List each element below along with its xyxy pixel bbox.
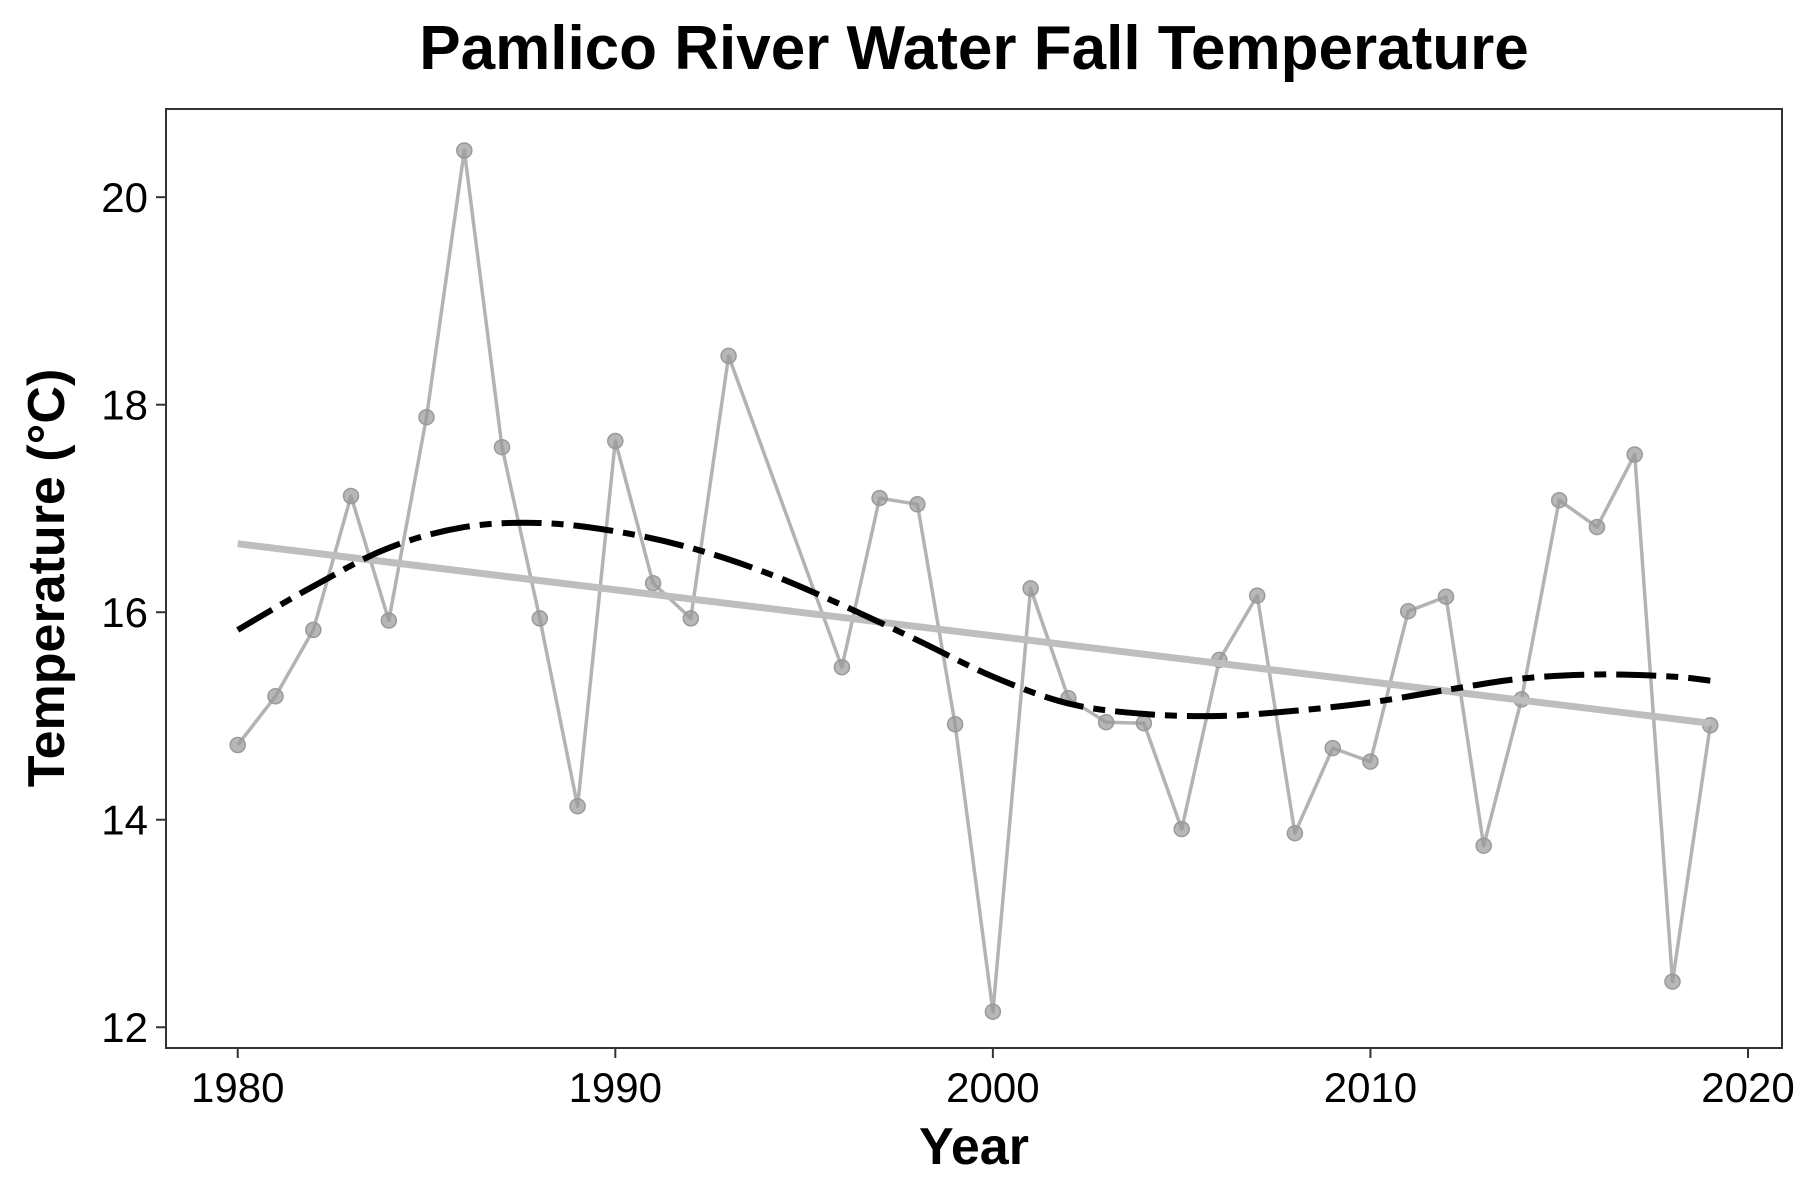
observed-point [1550, 491, 1568, 509]
observed-point [569, 797, 586, 815]
observed-point [418, 408, 435, 426]
observed-point [456, 142, 473, 159]
y-tick-label: 14 [101, 797, 148, 844]
observed-point [1248, 587, 1266, 604]
y-axis: 12 14 16 18 20 [101, 174, 166, 1051]
observed-point [1475, 837, 1492, 854]
observed-point [1437, 588, 1455, 605]
observed-point [644, 574, 662, 592]
y-tick-label: 20 [101, 174, 148, 221]
y-tick-label: 12 [101, 1004, 148, 1051]
x-axis-title: Year [919, 1118, 1029, 1176]
x-tick-label: 2000 [946, 1064, 1039, 1111]
observed-point [607, 432, 624, 450]
observed-point [1022, 580, 1039, 597]
observed-point [531, 610, 549, 627]
observed-point [946, 716, 964, 733]
observed-point [1135, 714, 1153, 732]
observed-point [1324, 739, 1341, 757]
x-tick-label: 1980 [191, 1064, 284, 1111]
observed-point [1173, 820, 1190, 838]
observed-point [1286, 824, 1304, 842]
y-tick-label: 16 [101, 589, 148, 636]
linear-trend-line [237, 540, 1711, 727]
observed-point [909, 496, 926, 513]
y-axis-title: Temperature (°C) [18, 369, 76, 788]
observed-point [267, 688, 284, 705]
observed-point [305, 621, 322, 639]
x-tick-label: 2010 [1324, 1064, 1417, 1111]
x-axis: 1980 1990 2000 2010 2020 [191, 1048, 1795, 1111]
observed-point [984, 1003, 1002, 1020]
observed-point [229, 736, 246, 754]
plot-area [229, 142, 1719, 1020]
y-tick-label: 18 [101, 382, 148, 429]
observed-point [1626, 446, 1643, 463]
smoothed-trend-line [236, 519, 1711, 720]
observed-point [871, 489, 888, 507]
observed-point [1399, 602, 1417, 620]
observed-point [380, 612, 398, 629]
x-tick-label: 1990 [569, 1064, 662, 1111]
observed-point [1362, 753, 1379, 770]
observed-point [342, 487, 360, 505]
observed-series-line [236, 148, 1713, 1014]
observed-point [1664, 973, 1681, 990]
observed-point [833, 658, 851, 676]
observed-point [720, 347, 737, 365]
observed-point [493, 438, 511, 456]
x-tick-label: 2020 [1701, 1064, 1794, 1111]
plot-frame [165, 108, 1783, 1049]
observed-point [1588, 518, 1606, 536]
chart-title: Pamlico River Water Fall Temperature [419, 14, 1529, 83]
observed-point [682, 610, 700, 627]
observed-point [1097, 713, 1115, 731]
